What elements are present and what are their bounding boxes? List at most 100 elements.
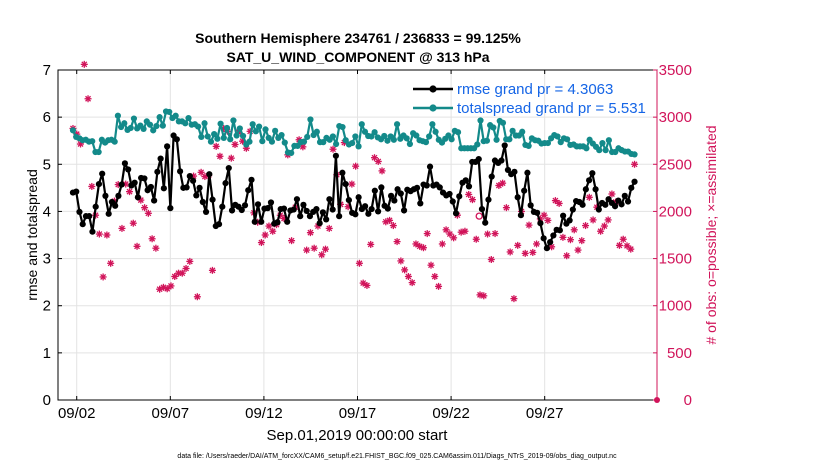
obs-assimilated-point	[465, 190, 473, 198]
y-tick-label: 7	[43, 62, 51, 79]
obs-assimilated-point	[310, 244, 318, 252]
totalspread-point	[220, 134, 227, 141]
obs-assimilated-point	[540, 211, 548, 219]
rmse-point	[621, 192, 628, 199]
rmse-point	[365, 210, 372, 217]
asterisk-bar	[522, 250, 529, 257]
x-tick-label: 09/27	[526, 405, 564, 422]
obs-assimilated-point	[95, 230, 103, 238]
obs-assimilated-point	[329, 145, 337, 153]
obs-assimilated-point	[597, 227, 605, 235]
totalspread-point	[146, 121, 154, 128]
x-tick-labels: 09/02 09/07 09/12 09/17 09/22 09/27	[58, 405, 564, 422]
legend-marker-totalspread	[429, 104, 437, 112]
obs-assimilated-point	[374, 157, 382, 165]
y-tick-label-right: 0	[684, 392, 692, 409]
totalspread-point	[304, 133, 311, 141]
rmse-point	[167, 205, 174, 212]
asterisk-bar	[627, 246, 634, 253]
rmse-point	[537, 220, 544, 227]
asterisk-bar	[265, 223, 272, 230]
asterisk-bar	[616, 242, 623, 249]
rmse-point	[504, 166, 512, 174]
asterisk-bar	[103, 232, 110, 238]
rmse-point	[582, 186, 589, 193]
rmse-point	[125, 166, 132, 173]
totalspread-point	[214, 135, 221, 142]
rmse-point	[465, 183, 473, 190]
asterisk-bar	[137, 197, 144, 204]
y-axis-label: rmse and totalspread	[24, 169, 40, 301]
obs-assimilated-point	[423, 230, 431, 238]
rmse-point	[76, 208, 83, 215]
asterisk-bar	[160, 284, 167, 291]
totalspread-point	[281, 139, 288, 146]
rmse-point	[176, 168, 184, 175]
totalspread-point	[477, 117, 484, 124]
obs-assimilated-point	[144, 209, 152, 217]
totalspread-point	[69, 127, 77, 134]
asterisk-bar	[431, 273, 438, 280]
rmse-point	[394, 186, 401, 193]
rmse-point	[326, 196, 333, 203]
obs-assimilated-point	[182, 264, 190, 272]
obs-assimilated-point	[231, 140, 239, 148]
obs-assimilated-point	[133, 242, 141, 250]
rmse-point	[92, 203, 99, 210]
rmse-point	[238, 206, 245, 214]
asterisk-bar	[571, 226, 578, 233]
asterisk-bar	[134, 243, 141, 250]
totalspread-point	[153, 123, 160, 130]
rmse-point	[478, 205, 486, 213]
obs-assimilated-point	[461, 227, 469, 235]
x-tick-label: 09/22	[432, 405, 470, 422]
rmse-point	[196, 184, 203, 191]
totalspread-point	[114, 112, 121, 119]
rmse-point	[99, 170, 106, 177]
totalspread-point	[198, 133, 205, 141]
rmse-point	[452, 210, 460, 217]
totalspread-point	[352, 133, 359, 140]
totalspread-point	[150, 127, 157, 134]
totalspread-point	[406, 140, 414, 148]
asterisk-bar	[194, 293, 201, 300]
obs-assimilated-point	[141, 204, 149, 212]
totalspread-point	[596, 147, 603, 154]
asterisk-bar	[582, 222, 589, 229]
rmse-point	[323, 216, 330, 223]
y-tick-label: 4	[43, 203, 51, 220]
obs-assimilated-point	[348, 180, 356, 188]
totalspread-point	[493, 136, 500, 143]
asterisk-bar	[307, 229, 314, 236]
y-tick-label-right: 2000	[659, 203, 692, 220]
obs-assimilated-point	[80, 60, 88, 68]
totalspread-point	[320, 139, 327, 146]
rmse-point	[417, 200, 424, 207]
asterisk-bar	[541, 212, 548, 219]
legend-label-totalspread: totalspread grand pr = 5.531	[457, 100, 646, 117]
asterisk-bar	[401, 266, 408, 273]
asterisk-bar	[232, 141, 238, 148]
totalspread-point	[272, 127, 279, 134]
rmse-point	[206, 171, 213, 178]
totalspread-point	[371, 129, 378, 136]
rmse-point	[375, 208, 382, 215]
obs-assimilated-point	[208, 266, 216, 274]
rmse-point	[199, 198, 206, 206]
asterisk-bar	[469, 196, 476, 203]
totalspread-point	[381, 132, 388, 140]
totalspread-point	[602, 147, 609, 154]
obs-assimilated-point	[404, 272, 412, 280]
rmse-point	[501, 142, 508, 149]
y-tick-label-right: 3000	[659, 109, 692, 126]
obs-assimilated-point	[615, 241, 623, 249]
asterisk-bar	[461, 228, 468, 235]
chart-subtitle: SAT_U_WIND_COMPONENT @ 313 hPa	[226, 49, 489, 65]
rmse-point	[400, 207, 408, 214]
obs-assimilated-point	[487, 256, 495, 264]
obs-assimilated-point	[578, 237, 586, 245]
asterisk-bar	[375, 158, 382, 165]
obs-assimilated-point	[321, 245, 329, 253]
totalspread-point	[390, 136, 397, 143]
